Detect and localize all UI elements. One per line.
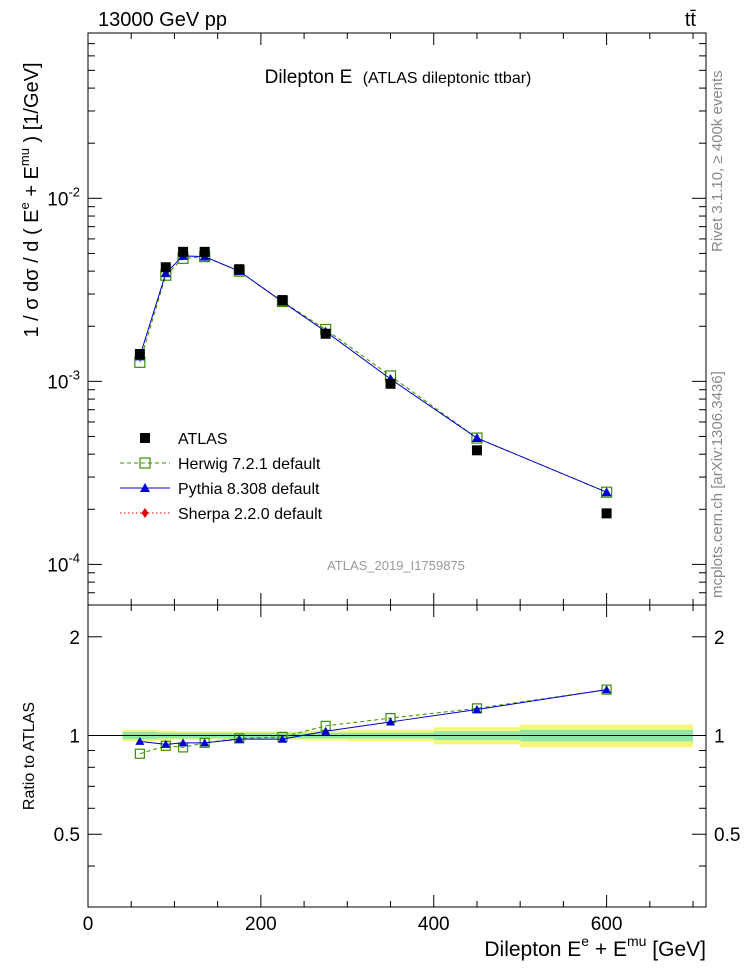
analysis-watermark: ATLAS_2019_I1759875 bbox=[327, 558, 465, 573]
series-line-pythia bbox=[139, 255, 607, 493]
ratio-point-pythia bbox=[602, 685, 612, 694]
ratio-y-tick-label: 1 bbox=[714, 727, 725, 748]
ratio-point-pythia bbox=[178, 738, 188, 747]
data-point-data bbox=[178, 246, 189, 257]
main-y-axis-label: 1 / σ dσ / d ( Ee + Emu ) [1/GeV] bbox=[17, 62, 43, 337]
data-point-data bbox=[199, 246, 210, 257]
data-point-data bbox=[471, 445, 482, 456]
xlabel-sup2: mu bbox=[627, 933, 646, 949]
ratio-point-pythia bbox=[234, 734, 244, 743]
main-axes: 10-410-310-2 bbox=[47, 32, 706, 606]
y-tick-label: 10-4 bbox=[47, 550, 80, 576]
ratio-y-tick-label: 2 bbox=[69, 628, 80, 649]
data-point-data bbox=[320, 328, 331, 339]
data-point-data bbox=[160, 262, 171, 273]
data-point-pythia bbox=[471, 433, 482, 443]
x-tick-label: 200 bbox=[245, 914, 277, 935]
process-label: tt̄ bbox=[685, 9, 697, 31]
ratio-point-pythia bbox=[386, 717, 396, 726]
y-tick-label: 10-3 bbox=[47, 367, 80, 393]
ratio-point-pythia bbox=[200, 738, 210, 747]
plot-title-main: Dilepton E bbox=[265, 67, 353, 88]
legend-label-herwig: Herwig 7.2.1 default bbox=[178, 456, 321, 473]
x-tick-label: 0 bbox=[83, 914, 94, 935]
data-point-data bbox=[601, 508, 612, 519]
ratio-y-tick-label: 2 bbox=[714, 628, 725, 649]
ratio-point-pythia bbox=[161, 739, 171, 748]
ratio-point-herwig bbox=[134, 748, 145, 759]
ratio-uncertainty-bands bbox=[88, 724, 706, 748]
ratio-point-herwig bbox=[234, 733, 245, 744]
legend-marker-sherpa bbox=[141, 508, 149, 518]
y-tick-label-base: 10 bbox=[47, 372, 68, 393]
y-tick-label-base: 10 bbox=[47, 555, 68, 576]
plot-title: Dilepton E (ATLAS dileptonic ttbar) bbox=[265, 67, 532, 88]
legend-marker-herwig bbox=[139, 457, 151, 469]
ylabel-prefix: 1 / σ dσ / d ( E bbox=[21, 209, 43, 337]
ratio-point-pythia bbox=[277, 734, 287, 743]
plot-title-sub: (ATLAS dileptonic ttbar) bbox=[363, 70, 532, 87]
data-point-data bbox=[234, 264, 245, 275]
x-tick-label: 600 bbox=[591, 914, 623, 935]
legend-marker-data bbox=[140, 433, 150, 443]
data-point-pythia bbox=[601, 487, 612, 497]
ratio-line-herwig bbox=[139, 689, 607, 755]
y-tick-label-exp: -3 bbox=[68, 367, 80, 382]
data-point-data bbox=[385, 378, 396, 389]
legend: ATLAS Herwig 7.2.1 default Pythia 8.308 de… bbox=[120, 431, 323, 523]
legend-marker-pythia bbox=[140, 483, 150, 492]
legend-label-pythia: Pythia 8.308 default bbox=[178, 481, 320, 498]
ratio-data-layer bbox=[134, 684, 612, 759]
data-point-pythia bbox=[160, 268, 171, 278]
xlabel-sup1: e bbox=[581, 933, 589, 949]
y-tick-label-base: 10 bbox=[47, 189, 68, 210]
ylabel-sup1: e bbox=[17, 202, 32, 209]
data-point-data bbox=[134, 349, 145, 360]
ratio-point-pythia bbox=[135, 736, 145, 745]
legend-label-data: ATLAS bbox=[178, 431, 228, 448]
ratio-y-axis-label: Ratio to ATLAS bbox=[21, 702, 38, 810]
ratio-point-pythia bbox=[472, 705, 482, 714]
data-point-data bbox=[277, 295, 288, 306]
energy-label: 13000 GeV pp bbox=[98, 9, 227, 31]
ratio-y-tick-label: 0.5 bbox=[54, 825, 80, 846]
ratio-line-pythia bbox=[139, 689, 607, 745]
ratio-y-tick-label: 1 bbox=[69, 727, 80, 748]
x-tick-label: 400 bbox=[418, 914, 450, 935]
y-tick-label-exp: -2 bbox=[68, 184, 80, 199]
ylabel-mid: + E bbox=[21, 166, 43, 202]
ylabel-suffix: ) [1/GeV] bbox=[21, 62, 43, 148]
y-tick-label: 10-2 bbox=[47, 184, 80, 210]
side-mcplots-label: mcplots.cern.ch [arXiv:1306.3436] bbox=[709, 371, 726, 598]
side-rivet-label: Rivet 3.1.10, ≥ 400k events bbox=[709, 70, 726, 252]
xlabel-unit: [GeV] bbox=[646, 938, 706, 961]
xlabel-main: Dilepton E bbox=[484, 938, 581, 961]
ratio-point-pythia bbox=[321, 726, 331, 735]
x-axis-label: Dilepton Ee + Emu [GeV] bbox=[484, 933, 706, 961]
y-tick-label-exp: -4 bbox=[68, 550, 80, 565]
main-data-layer bbox=[134, 246, 613, 519]
ratio-axes: 0 200 400 600 0.5 0.5 1 1 2 2 bbox=[54, 605, 740, 935]
xlabel-mid: + E bbox=[589, 938, 627, 961]
legend-label-sherpa: Sherpa 2.2.0 default bbox=[178, 506, 323, 523]
ylabel-sup2: mu bbox=[17, 148, 32, 166]
ratio-plot-frame bbox=[87, 604, 707, 908]
ratio-y-tick-label: 0.5 bbox=[714, 825, 740, 846]
